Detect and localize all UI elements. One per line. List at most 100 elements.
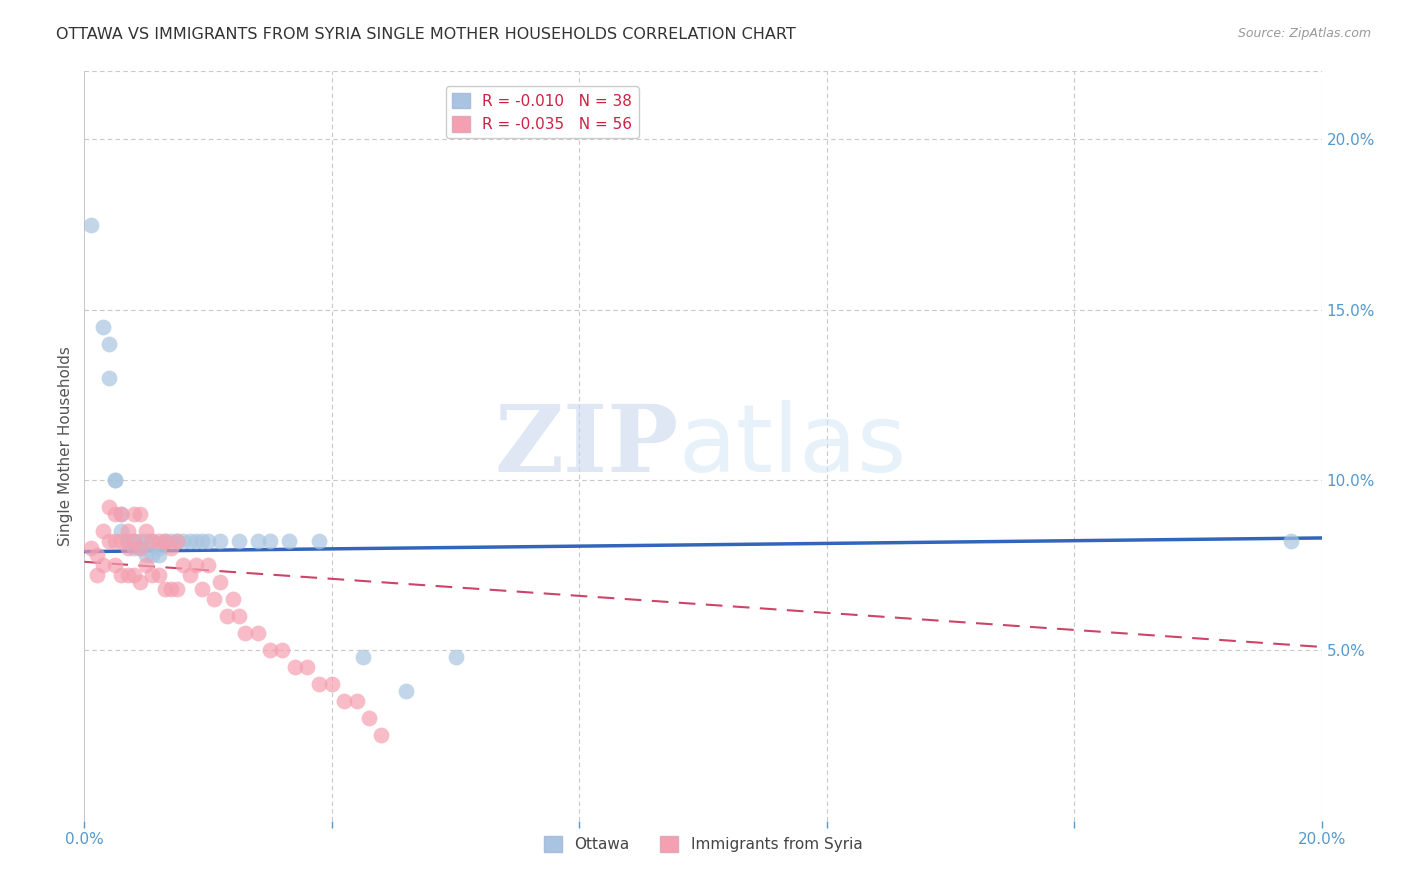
Point [228, 609, 250, 624]
Point [98, 371, 121, 385]
Point [104, 534, 127, 549]
Point [141, 534, 163, 549]
Point [209, 575, 232, 590]
Point [321, 677, 343, 691]
Text: atlas: atlas [678, 400, 907, 492]
Point [141, 548, 163, 562]
Point [1279, 534, 1302, 549]
Point [160, 541, 183, 556]
Point [122, 534, 145, 549]
Point [135, 524, 157, 538]
Legend: Ottawa, Immigrants from Syria: Ottawa, Immigrants from Syria [537, 830, 869, 858]
Point [122, 507, 145, 521]
Point [98, 534, 121, 549]
Point [166, 534, 188, 549]
Text: OTTAWA VS IMMIGRANTS FROM SYRIA SINGLE MOTHER HOUSEHOLDS CORRELATION CHART: OTTAWA VS IMMIGRANTS FROM SYRIA SINGLE M… [56, 27, 796, 42]
Point [184, 534, 207, 549]
Point [129, 541, 152, 556]
Point [122, 534, 145, 549]
Point [191, 582, 214, 596]
Point [259, 643, 281, 657]
Text: Source: ZipAtlas.com: Source: ZipAtlas.com [1237, 27, 1371, 40]
Point [104, 558, 127, 573]
Point [308, 534, 330, 549]
Point [110, 568, 132, 582]
Point [179, 568, 201, 582]
Point [98, 500, 121, 515]
Point [104, 473, 127, 487]
Point [191, 534, 214, 549]
Point [172, 534, 194, 549]
Point [122, 568, 145, 582]
Point [166, 534, 188, 549]
Point [233, 626, 256, 640]
Point [284, 660, 307, 674]
Point [308, 677, 330, 691]
Point [129, 534, 152, 549]
Point [141, 568, 163, 582]
Point [209, 534, 232, 549]
Point [91, 319, 114, 334]
Point [444, 650, 467, 665]
Point [129, 575, 152, 590]
Point [222, 592, 245, 607]
Point [160, 582, 183, 596]
Point [122, 541, 145, 556]
Point [110, 507, 132, 521]
Point [277, 534, 299, 549]
Point [86, 568, 108, 582]
Point [246, 626, 269, 640]
Point [172, 558, 194, 573]
Point [271, 643, 294, 657]
Point [148, 541, 170, 556]
Point [98, 336, 121, 351]
Point [228, 534, 250, 549]
Point [148, 534, 170, 549]
Point [197, 558, 219, 573]
Point [79, 541, 101, 556]
Point [148, 568, 170, 582]
Point [352, 650, 374, 665]
Point [153, 582, 176, 596]
Point [79, 218, 101, 232]
Point [117, 568, 139, 582]
Point [357, 711, 380, 725]
Point [117, 524, 139, 538]
Point [129, 507, 152, 521]
Point [166, 582, 188, 596]
Point [179, 534, 201, 549]
Point [395, 684, 418, 698]
Point [202, 592, 225, 607]
Point [246, 534, 269, 549]
Point [135, 534, 157, 549]
Point [259, 534, 281, 549]
Point [110, 534, 132, 549]
Point [129, 541, 152, 556]
Point [141, 534, 163, 549]
Point [184, 558, 207, 573]
Point [215, 609, 238, 624]
Point [153, 534, 176, 549]
Point [110, 524, 132, 538]
Point [333, 694, 356, 708]
Y-axis label: Single Mother Households: Single Mother Households [58, 346, 73, 546]
Text: ZIP: ZIP [494, 401, 678, 491]
Point [117, 541, 139, 556]
Point [91, 524, 114, 538]
Point [197, 534, 219, 549]
Point [110, 507, 132, 521]
Point [148, 548, 170, 562]
Point [104, 473, 127, 487]
Point [86, 548, 108, 562]
Point [346, 694, 368, 708]
Point [91, 558, 114, 573]
Point [135, 548, 157, 562]
Point [135, 558, 157, 573]
Point [104, 507, 127, 521]
Point [370, 729, 392, 743]
Point [153, 534, 176, 549]
Point [160, 534, 183, 549]
Point [295, 660, 318, 674]
Point [117, 534, 139, 549]
Point [117, 534, 139, 549]
